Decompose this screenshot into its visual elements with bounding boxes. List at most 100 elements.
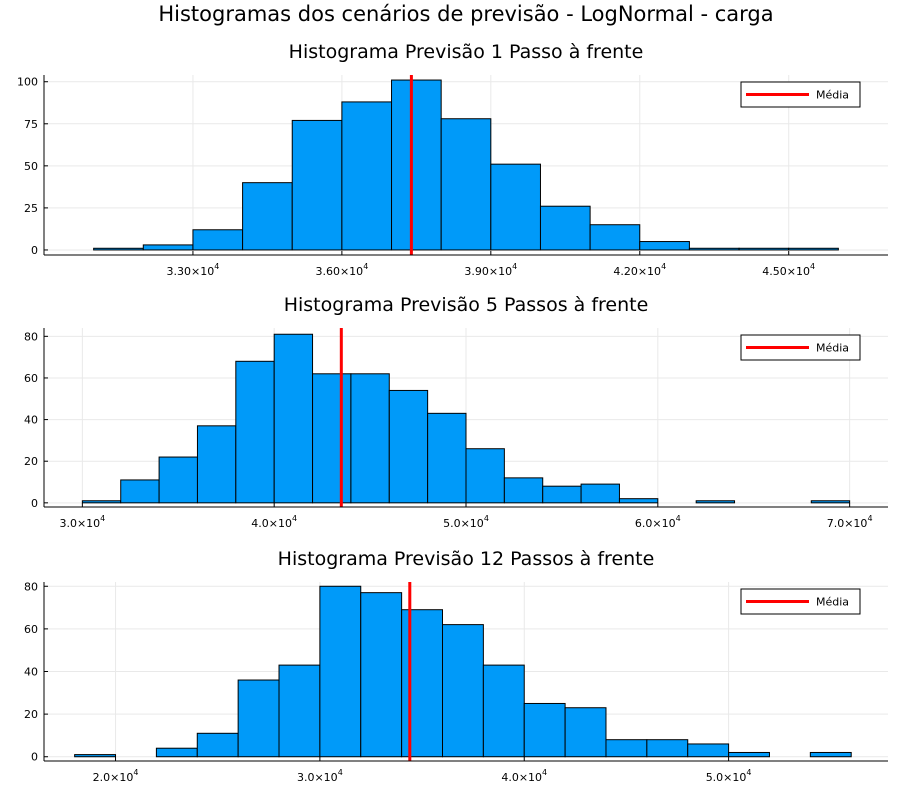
subplot-2: Histograma Previsão 5 Passos à frente 3.0… xyxy=(24,294,888,530)
subplot-title: Histograma Previsão 1 Passo à frente xyxy=(289,41,644,63)
histogram-bar xyxy=(388,389,429,504)
histogram-bar xyxy=(196,425,237,504)
histogram-bar xyxy=(605,739,648,758)
histogram-bar xyxy=(401,609,443,758)
histogram-bar xyxy=(273,333,314,504)
y-tick-label: 80 xyxy=(24,580,38,593)
x-tick-mantissa: 3.30×10 xyxy=(167,265,215,278)
x-tick-label: 3.0×104 xyxy=(59,514,105,530)
y-tick-label: 40 xyxy=(24,666,38,679)
y-tick-label: 25 xyxy=(24,202,38,215)
y-tick-label: 0 xyxy=(31,751,38,764)
x-tick-exponent: 4 xyxy=(363,262,368,271)
y-tick-label: 20 xyxy=(24,708,38,721)
y-tick-label: 75 xyxy=(24,118,38,131)
x-tick-label: 3.60×104 xyxy=(315,262,368,278)
histogram-bar xyxy=(350,373,390,504)
x-tick-mantissa: 3.60×10 xyxy=(315,265,363,278)
histogram-bar xyxy=(490,163,541,251)
histogram-bar xyxy=(687,743,730,758)
x-tick-label: 6.0×104 xyxy=(635,514,681,530)
x-tick-mantissa: 3.0×10 xyxy=(297,771,338,784)
x-tick-exponent: 4 xyxy=(133,768,138,777)
y-tick-label: 40 xyxy=(24,414,38,427)
histogram-bar xyxy=(523,702,566,758)
histogram-bar xyxy=(319,585,362,758)
histogram-bar xyxy=(120,479,160,504)
histogram-bar xyxy=(235,360,275,504)
histogram-bar xyxy=(688,247,740,251)
histogram-bar xyxy=(589,224,641,251)
y-tick-label: 100 xyxy=(17,76,38,89)
histogram-bar xyxy=(482,664,525,758)
x-tick-exponent: 4 xyxy=(746,768,751,777)
x-tick-label: 5.0×104 xyxy=(443,514,489,530)
histogram-bar xyxy=(360,592,403,758)
histogram-bar xyxy=(155,747,198,758)
y-tick-label: 80 xyxy=(24,330,38,343)
histogram-bar xyxy=(427,412,467,504)
histogram-bar xyxy=(74,754,117,758)
x-tick-exponent: 4 xyxy=(676,514,681,523)
histogram-bar xyxy=(341,101,393,251)
x-tick-exponent: 4 xyxy=(484,514,489,523)
histogram-bar xyxy=(465,448,505,504)
y-tick-label: 60 xyxy=(24,372,38,385)
histogram-bar xyxy=(564,707,607,758)
subplot-3: Histograma Previsão 12 Passos à frente 2.… xyxy=(24,548,888,784)
legend: Média xyxy=(740,588,861,615)
subplot-title: Histograma Previsão 5 Passos à frente xyxy=(284,294,649,316)
histogram-bar xyxy=(142,244,194,251)
histogram-bar xyxy=(728,751,770,758)
x-tick-exponent: 4 xyxy=(292,514,297,523)
histogram-bar xyxy=(196,732,239,758)
x-tick-label: 3.0×104 xyxy=(297,768,343,784)
histogram-bar xyxy=(291,119,343,251)
x-tick-label: 3.30×104 xyxy=(167,262,220,278)
histogram-bar xyxy=(237,679,280,758)
x-tick-mantissa: 2.0×10 xyxy=(93,771,134,784)
histogram-bar xyxy=(441,624,484,758)
histogram-bar xyxy=(788,247,839,251)
histogram-bar xyxy=(542,485,582,504)
x-tick-mantissa: 5.0×10 xyxy=(443,517,484,530)
histogram-bar xyxy=(278,664,321,758)
x-tick-label: 3.90×104 xyxy=(464,262,517,278)
x-tick-exponent: 4 xyxy=(338,768,343,777)
figure-title: Histogramas dos cenários de previsão - L… xyxy=(158,2,773,26)
legend-label: Média xyxy=(816,342,849,355)
histogram-bar xyxy=(646,739,689,758)
x-tick-mantissa: 4.0×10 xyxy=(251,517,292,530)
x-tick-label: 5.0×104 xyxy=(706,768,752,784)
x-tick-mantissa: 3.90×10 xyxy=(464,265,512,278)
histogram-bar xyxy=(93,247,144,251)
y-tick-label: 0 xyxy=(31,244,38,257)
histogram-bar xyxy=(242,182,293,251)
histogram-bar xyxy=(618,498,659,504)
subplot-title: Histograma Previsão 12 Passos à frente xyxy=(278,548,655,570)
histogram-bar xyxy=(580,483,620,504)
x-tick-label: 4.0×104 xyxy=(251,514,297,530)
histogram-bar xyxy=(503,477,544,504)
x-tick-label: 7.0×104 xyxy=(827,514,873,530)
x-tick-mantissa: 4.20×10 xyxy=(613,265,661,278)
x-tick-mantissa: 4.0×10 xyxy=(501,771,542,784)
histogram-bar xyxy=(81,500,122,504)
x-tick-exponent: 4 xyxy=(661,262,666,271)
histogram-bar xyxy=(539,205,591,251)
x-tick-mantissa: 4.50×10 xyxy=(762,265,810,278)
x-tick-label: 4.50×104 xyxy=(762,262,815,278)
y-tick-label: 20 xyxy=(24,455,38,468)
y-tick-label: 60 xyxy=(24,623,38,636)
x-tick-label: 4.0×104 xyxy=(501,768,547,784)
histogram-bar xyxy=(158,456,198,504)
x-tick-exponent: 4 xyxy=(810,262,815,271)
histogram-bar xyxy=(440,118,492,251)
subplot-1: Histograma Previsão 1 Passo à frente 3.30… xyxy=(17,41,888,278)
x-tick-exponent: 4 xyxy=(542,768,547,777)
histogram-bar xyxy=(639,241,690,251)
x-tick-mantissa: 3.0×10 xyxy=(59,517,100,530)
x-tick-mantissa: 6.0×10 xyxy=(635,517,676,530)
histogram-bar xyxy=(809,751,852,758)
